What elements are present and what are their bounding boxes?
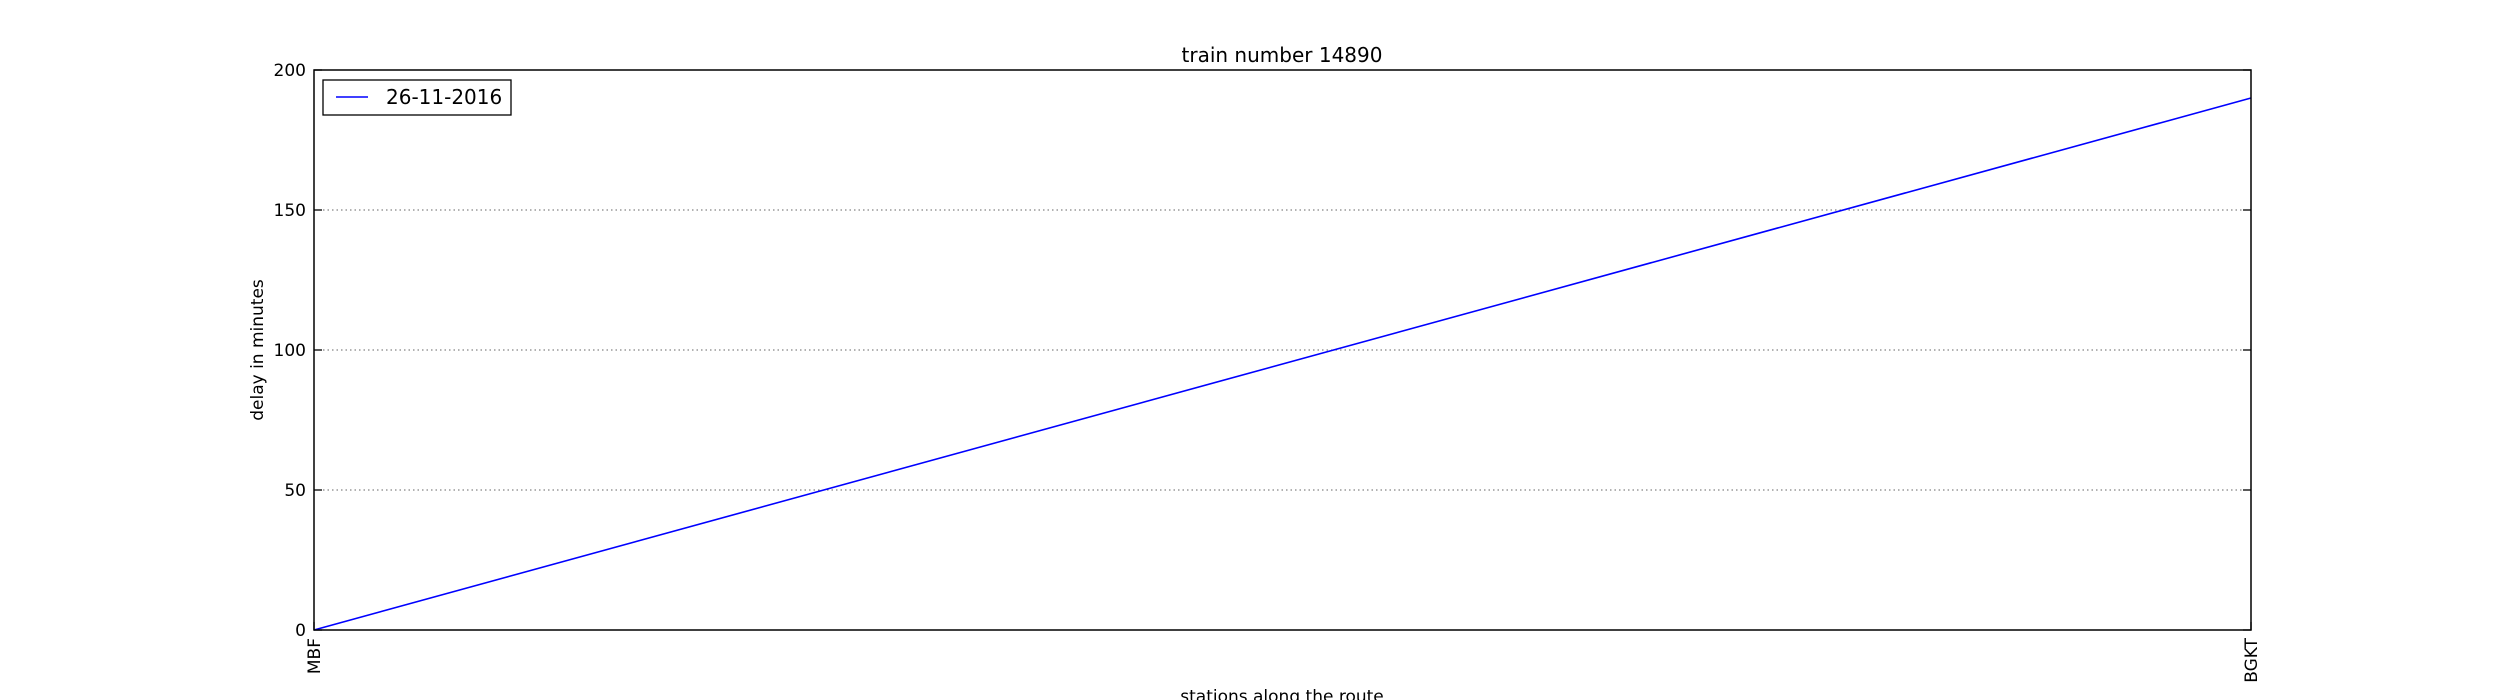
x-tick-label: BGKT [2242, 637, 2262, 682]
x-axis-title: stations along the route [1180, 687, 1384, 700]
y-axis-title: delay in minutes [248, 279, 268, 421]
x-axis-ticks: MBF BGKT [305, 622, 2262, 683]
gridlines [314, 209, 2251, 491]
plot-frame [313, 69, 2252, 631]
y-tick-label: 150 [274, 201, 306, 221]
x-tick-label: MBF [305, 638, 325, 674]
y-axis-ticks: 0 50 100 150 200 [274, 61, 2251, 641]
y-tick-label: 0 [295, 621, 306, 641]
legend-label: 26-11-2016 [386, 85, 502, 109]
legend: 26-11-2016 [322, 79, 512, 116]
chart-title: train number 14890 [1182, 43, 1383, 67]
series-lines [313, 97, 2252, 631]
y-tick-label: 50 [284, 481, 306, 501]
y-tick-label: 100 [274, 341, 306, 361]
series-line [313, 97, 2252, 631]
y-tick-label: 200 [274, 61, 306, 81]
